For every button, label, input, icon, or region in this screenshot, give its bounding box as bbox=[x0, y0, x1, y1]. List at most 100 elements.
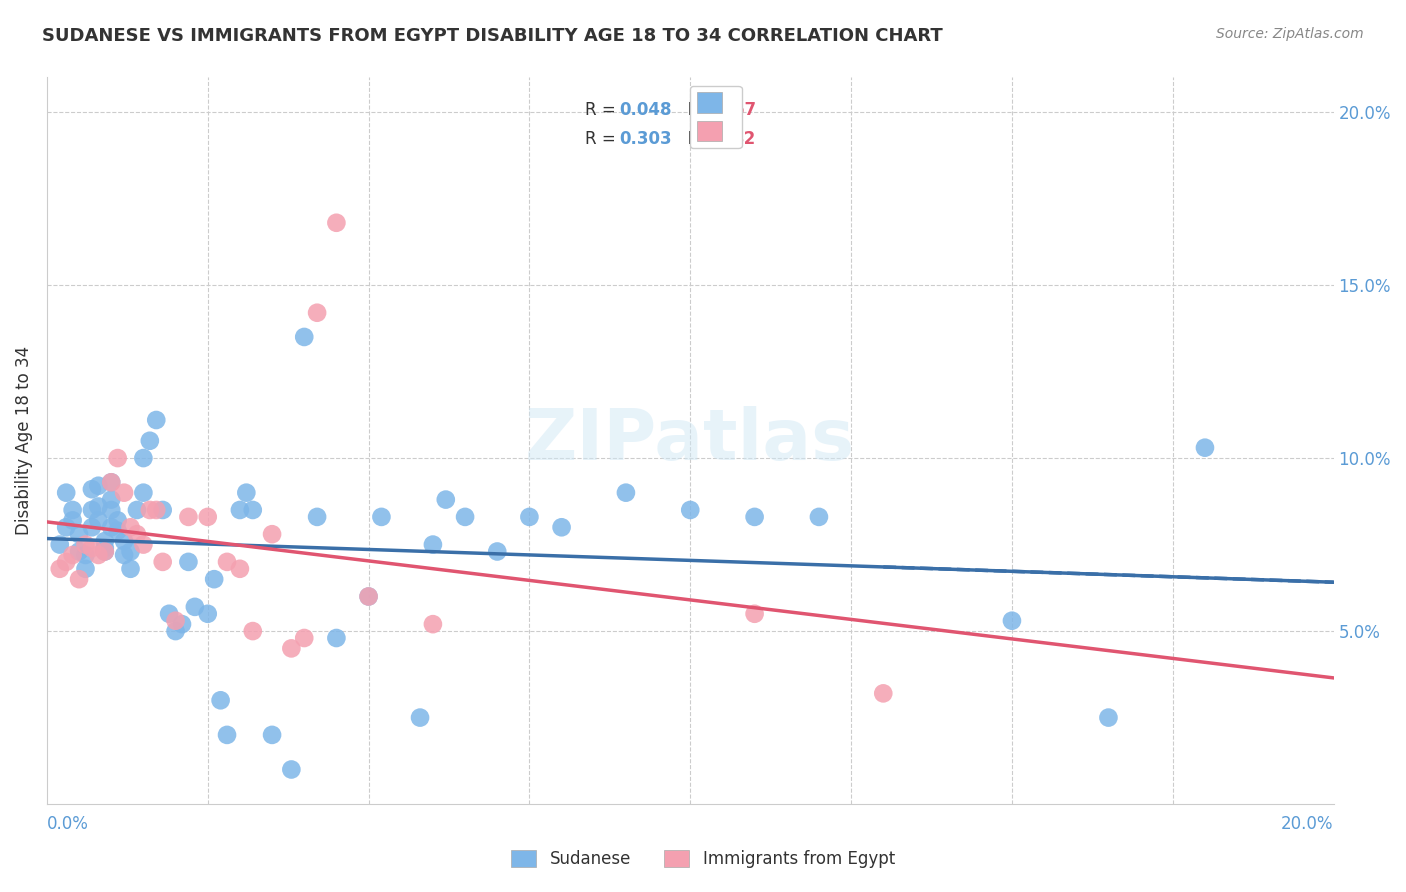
Text: N =: N = bbox=[678, 101, 724, 120]
Point bbox=[197, 607, 219, 621]
Point bbox=[94, 541, 117, 555]
Point bbox=[80, 520, 103, 534]
Point bbox=[94, 534, 117, 549]
Point bbox=[94, 544, 117, 558]
Point bbox=[87, 548, 110, 562]
Point bbox=[112, 485, 135, 500]
Point bbox=[67, 572, 90, 586]
Point bbox=[679, 503, 702, 517]
Point bbox=[614, 485, 637, 500]
Point bbox=[872, 686, 894, 700]
Point bbox=[307, 509, 329, 524]
Point bbox=[550, 520, 572, 534]
Text: ZIPatlas: ZIPatlas bbox=[526, 406, 855, 475]
Point bbox=[242, 624, 264, 638]
Point bbox=[165, 624, 187, 638]
Point bbox=[357, 590, 380, 604]
Point bbox=[292, 330, 315, 344]
Text: R =: R = bbox=[585, 130, 621, 148]
Text: Source: ZipAtlas.com: Source: ZipAtlas.com bbox=[1216, 27, 1364, 41]
Text: R =: R = bbox=[585, 101, 621, 120]
Point bbox=[62, 503, 84, 517]
Point bbox=[486, 544, 509, 558]
Point bbox=[139, 503, 162, 517]
Point bbox=[87, 479, 110, 493]
Point bbox=[157, 607, 180, 621]
Point bbox=[177, 555, 200, 569]
Point bbox=[370, 509, 392, 524]
Point bbox=[125, 527, 148, 541]
Point bbox=[152, 503, 174, 517]
Point bbox=[55, 520, 77, 534]
Point bbox=[107, 451, 129, 466]
Point bbox=[120, 520, 142, 534]
Point bbox=[62, 548, 84, 562]
Text: 0.048: 0.048 bbox=[620, 101, 672, 120]
Y-axis label: Disability Age 18 to 34: Disability Age 18 to 34 bbox=[15, 346, 32, 535]
Point bbox=[49, 538, 72, 552]
Point bbox=[807, 509, 830, 524]
Point bbox=[107, 524, 129, 538]
Point bbox=[1097, 710, 1119, 724]
Point bbox=[262, 728, 284, 742]
Point bbox=[87, 500, 110, 514]
Point bbox=[80, 541, 103, 555]
Point bbox=[75, 548, 97, 562]
Point bbox=[177, 509, 200, 524]
Point bbox=[49, 562, 72, 576]
Point bbox=[235, 485, 257, 500]
Point bbox=[152, 555, 174, 569]
Text: 20.0%: 20.0% bbox=[1281, 815, 1334, 833]
Point bbox=[139, 434, 162, 448]
Point bbox=[184, 599, 207, 614]
Point bbox=[229, 503, 252, 517]
Point bbox=[125, 503, 148, 517]
Text: N =: N = bbox=[678, 130, 724, 148]
Point bbox=[280, 641, 302, 656]
Point bbox=[744, 607, 766, 621]
Point bbox=[100, 475, 122, 490]
Point bbox=[132, 485, 155, 500]
Point bbox=[325, 216, 347, 230]
Point bbox=[132, 451, 155, 466]
Point bbox=[75, 538, 97, 552]
Point bbox=[422, 538, 444, 552]
Point bbox=[120, 544, 142, 558]
Point bbox=[1194, 441, 1216, 455]
Point bbox=[242, 503, 264, 517]
Point bbox=[107, 513, 129, 527]
Point bbox=[112, 534, 135, 549]
Point bbox=[215, 555, 238, 569]
Point bbox=[62, 513, 84, 527]
Point bbox=[170, 617, 193, 632]
Point bbox=[262, 527, 284, 541]
Text: SUDANESE VS IMMIGRANTS FROM EGYPT DISABILITY AGE 18 TO 34 CORRELATION CHART: SUDANESE VS IMMIGRANTS FROM EGYPT DISABI… bbox=[42, 27, 943, 45]
Point bbox=[112, 548, 135, 562]
Point bbox=[215, 728, 238, 742]
Point bbox=[202, 572, 225, 586]
Point bbox=[67, 544, 90, 558]
Legend: , : , bbox=[690, 86, 742, 148]
Point bbox=[357, 590, 380, 604]
Point bbox=[409, 710, 432, 724]
Text: 32: 32 bbox=[733, 130, 756, 148]
Point bbox=[434, 492, 457, 507]
Point bbox=[325, 631, 347, 645]
Legend: Sudanese, Immigrants from Egypt: Sudanese, Immigrants from Egypt bbox=[505, 843, 901, 875]
Point bbox=[55, 485, 77, 500]
Point bbox=[744, 509, 766, 524]
Point bbox=[132, 538, 155, 552]
Text: 67: 67 bbox=[733, 101, 756, 120]
Point bbox=[280, 763, 302, 777]
Point bbox=[100, 503, 122, 517]
Point bbox=[145, 503, 167, 517]
Point bbox=[55, 555, 77, 569]
Point bbox=[165, 614, 187, 628]
Point bbox=[422, 617, 444, 632]
Point bbox=[87, 513, 110, 527]
Point bbox=[307, 306, 329, 320]
Point bbox=[75, 562, 97, 576]
Point bbox=[454, 509, 477, 524]
Point bbox=[209, 693, 232, 707]
Point bbox=[94, 544, 117, 558]
